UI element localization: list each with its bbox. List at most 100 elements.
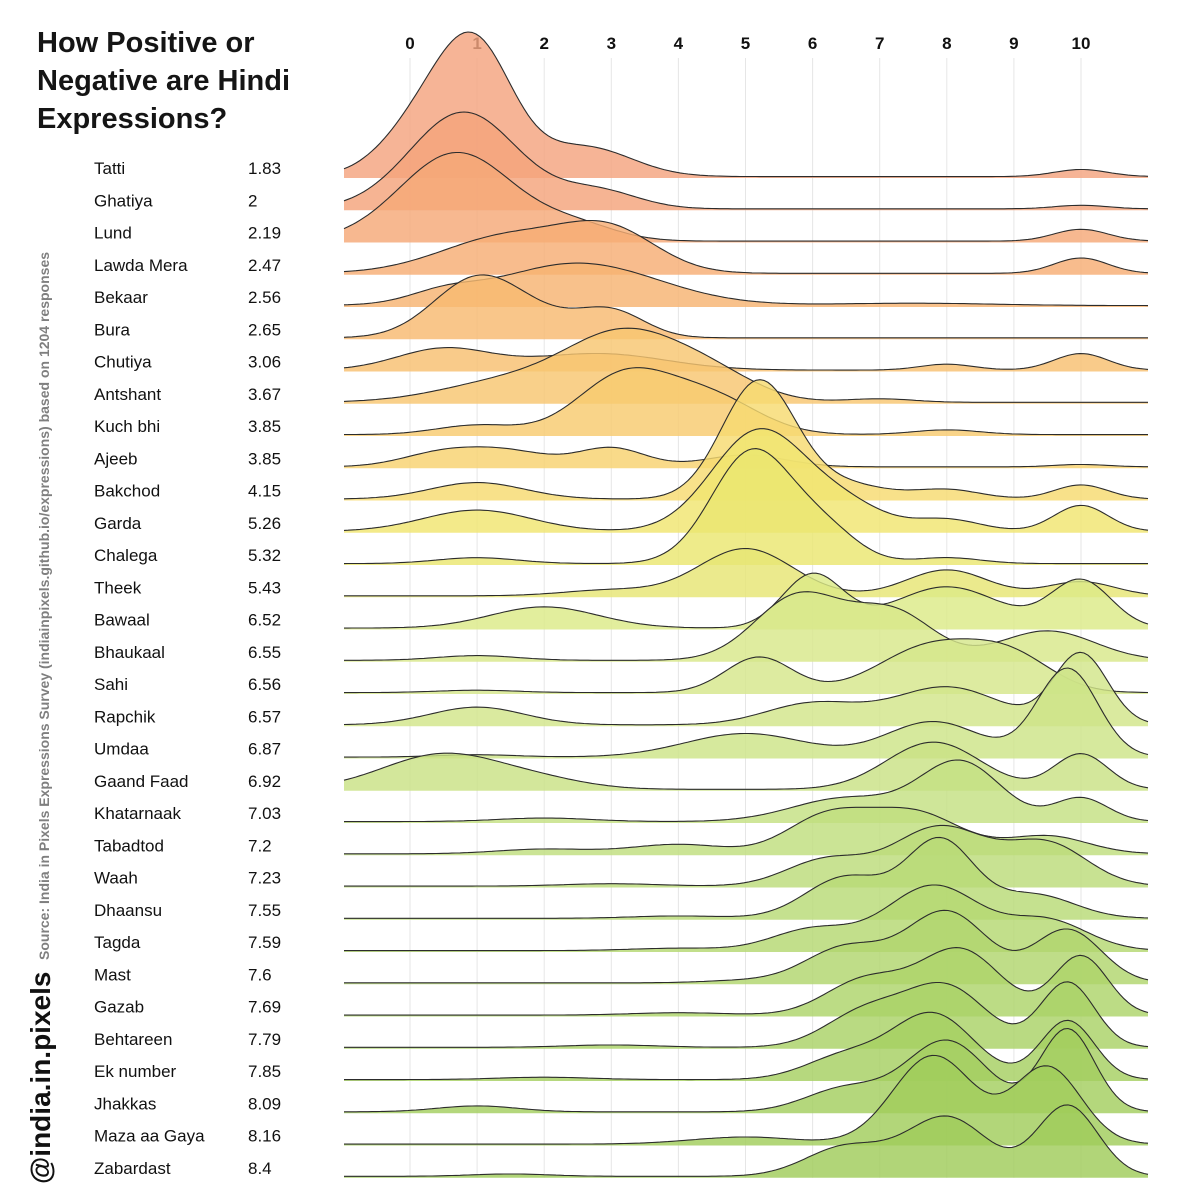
ridge-bura [343, 274, 1148, 340]
x-tick-label: 10 [1072, 34, 1091, 53]
row-mean-value: 1.83 [248, 159, 281, 178]
row-label: Tabadtod [94, 836, 164, 855]
ridge-outline [343, 219, 1149, 274]
row-mean-value: 8.09 [248, 1094, 281, 1113]
row-mean-value: 6.87 [248, 740, 281, 759]
row-label: Lawda Mera [94, 256, 188, 275]
ridge-area [344, 328, 1148, 404]
row-label: Lund [94, 224, 132, 243]
ridge-outline [344, 572, 1149, 629]
ridge-outline [343, 347, 1149, 371]
row-label: Maza aa Gaya [94, 1127, 205, 1146]
ridge-outline [343, 448, 1148, 565]
row-label: Khatarnaak [94, 804, 181, 823]
row-mean-value: 7.69 [248, 998, 281, 1017]
ridge-outline [344, 884, 1149, 952]
chart-title-line-1: How Positive or [37, 27, 255, 59]
row-mean-value: 6.92 [248, 772, 281, 791]
row-mean-value: 8.4 [248, 1159, 272, 1178]
row-mean-value: 2.47 [248, 256, 281, 275]
row-mean-value: 7.03 [248, 804, 281, 823]
row-label: Dhaansu [94, 901, 162, 920]
row-mean-value: 3.85 [248, 449, 281, 468]
ridge-outline [344, 981, 1149, 1048]
row-label: Bura [94, 320, 130, 339]
ridge-area [344, 668, 1148, 759]
ridge-outline [344, 1011, 1149, 1081]
ridge-outline [344, 667, 1149, 758]
row-mean-value: 7.79 [248, 1030, 281, 1049]
row-mean-value: 5.26 [248, 514, 281, 533]
ridge-outline [344, 836, 1149, 919]
ridge-lund [343, 151, 1149, 243]
ridge-antshant [343, 327, 1148, 404]
ridge-chalega [343, 448, 1148, 565]
x-axis-ticks: 012345678910 [405, 34, 1090, 53]
row-mean-value: 7.55 [248, 901, 281, 920]
source-note: Source: India in Pixels Expressions Surv… [36, 251, 52, 960]
row-label: Antshant [94, 385, 161, 404]
row-label: Waah [94, 869, 138, 888]
row-mean-value: 4.15 [248, 482, 281, 501]
chart-title-line-3: Expressions? [37, 103, 228, 135]
ridge-theek [344, 547, 1149, 598]
ridge-outline [344, 1104, 1149, 1177]
ridge-tatti [343, 31, 1149, 178]
ridge-sahi [344, 638, 1149, 694]
ridge-outline [344, 947, 1149, 1016]
ridge-area [344, 548, 1148, 598]
ridge-area [344, 652, 1148, 727]
row-mean-value: 7.85 [248, 1062, 281, 1081]
row-label: Bekaar [94, 288, 148, 307]
row-label: Bakchod [94, 482, 160, 501]
row-label: Garda [94, 514, 142, 533]
ridge-outline [344, 1027, 1149, 1113]
x-tick-label: 2 [539, 34, 548, 53]
row-label: Ghatiya [94, 191, 153, 210]
x-tick-label: 5 [741, 34, 750, 53]
row-mean-value: 2.56 [248, 288, 281, 307]
ridge-area [344, 32, 1148, 178]
ridge-outline [344, 909, 1149, 984]
row-mean-value: 7.23 [248, 869, 281, 888]
ridge-outline [343, 741, 1149, 790]
row-mean-value: 6.56 [248, 675, 281, 694]
x-tick-label: 0 [405, 34, 414, 53]
chart-title: How Positive or Negative are Hindi Expre… [37, 24, 337, 138]
row-label: Behtareen [94, 1030, 172, 1049]
row-label: Gazab [94, 998, 144, 1017]
ridge-area [344, 112, 1148, 211]
ridge-lawda-mera [343, 219, 1149, 275]
ridge-outline [343, 651, 1149, 726]
row-mean-value: 6.55 [248, 643, 281, 662]
ridge-area [344, 760, 1148, 823]
ridge-area [344, 220, 1148, 275]
row-label: Mast [94, 965, 131, 984]
x-tick-label: 9 [1009, 34, 1018, 53]
row-labels: Tatti 1.83 Ghatiya 2 Lund 2.19 Lawda Mera 2.47 B… [94, 159, 281, 1178]
row-mean-value: 6.57 [248, 707, 281, 726]
row-label: Gaand Faad [94, 772, 189, 791]
row-mean-value: 3.06 [248, 353, 281, 372]
ridge-area [344, 274, 1148, 340]
row-label: Jhakkas [94, 1094, 156, 1113]
ridge-area [344, 1104, 1148, 1178]
row-mean-value: 7.6 [248, 965, 272, 984]
row-mean-value: 8.16 [248, 1127, 281, 1146]
row-mean-value: 3.85 [248, 417, 281, 436]
row-mean-value: 2.19 [248, 224, 281, 243]
row-mean-value: 3.67 [248, 385, 281, 404]
x-tick-label: 8 [942, 34, 951, 53]
brand-handle: @india.in.pixels [25, 971, 56, 1184]
row-mean-value: 2.65 [248, 320, 281, 339]
row-label: Chutiya [94, 353, 152, 372]
ridge-outline [344, 824, 1149, 887]
ridge-bawaal [344, 572, 1149, 630]
row-mean-value: 2 [248, 191, 257, 210]
ridge-rapchik [343, 651, 1149, 727]
ridge-area [344, 263, 1148, 307]
ridges [343, 31, 1149, 1178]
row-mean-value: 5.32 [248, 546, 281, 565]
row-label: Tagda [94, 933, 141, 952]
